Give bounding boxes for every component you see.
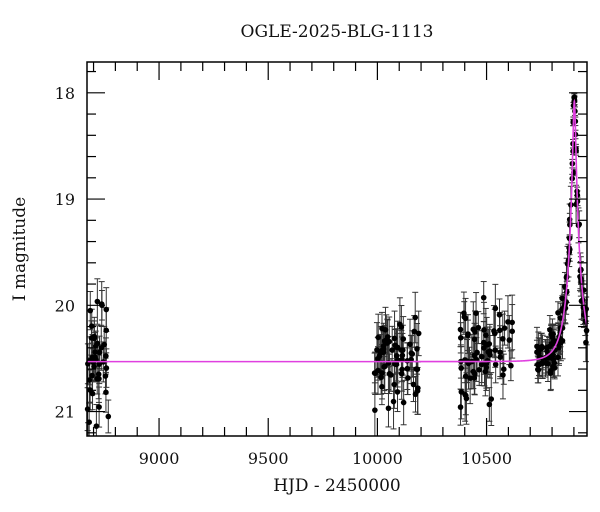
plot-frame <box>86 61 588 437</box>
x-tick-label: 9000 <box>139 449 180 468</box>
y-tick-label: 20 <box>55 296 75 315</box>
x-tick-label: 10500 <box>461 449 512 468</box>
x-axis-label: HJD - 2450000 <box>273 476 401 496</box>
y-tick-label: 21 <box>55 403 75 422</box>
x-tick-label: 9500 <box>248 449 289 468</box>
chart-title: OGLE-2025-BLG-1113 <box>240 22 434 42</box>
y-axis-label: I magnitude <box>10 197 30 301</box>
error-bars <box>84 92 590 436</box>
data-points <box>84 94 590 429</box>
y-tick-label: 19 <box>55 190 75 209</box>
y-tick-label: 18 <box>55 84 75 103</box>
x-tick-labels: 9000 9500 10000 10500 <box>139 449 512 468</box>
x-tick-label: 10000 <box>352 449 403 468</box>
model-curve <box>87 98 588 363</box>
y-tick-labels: 18 19 20 21 <box>55 84 75 422</box>
axis-ticks <box>87 62 587 436</box>
